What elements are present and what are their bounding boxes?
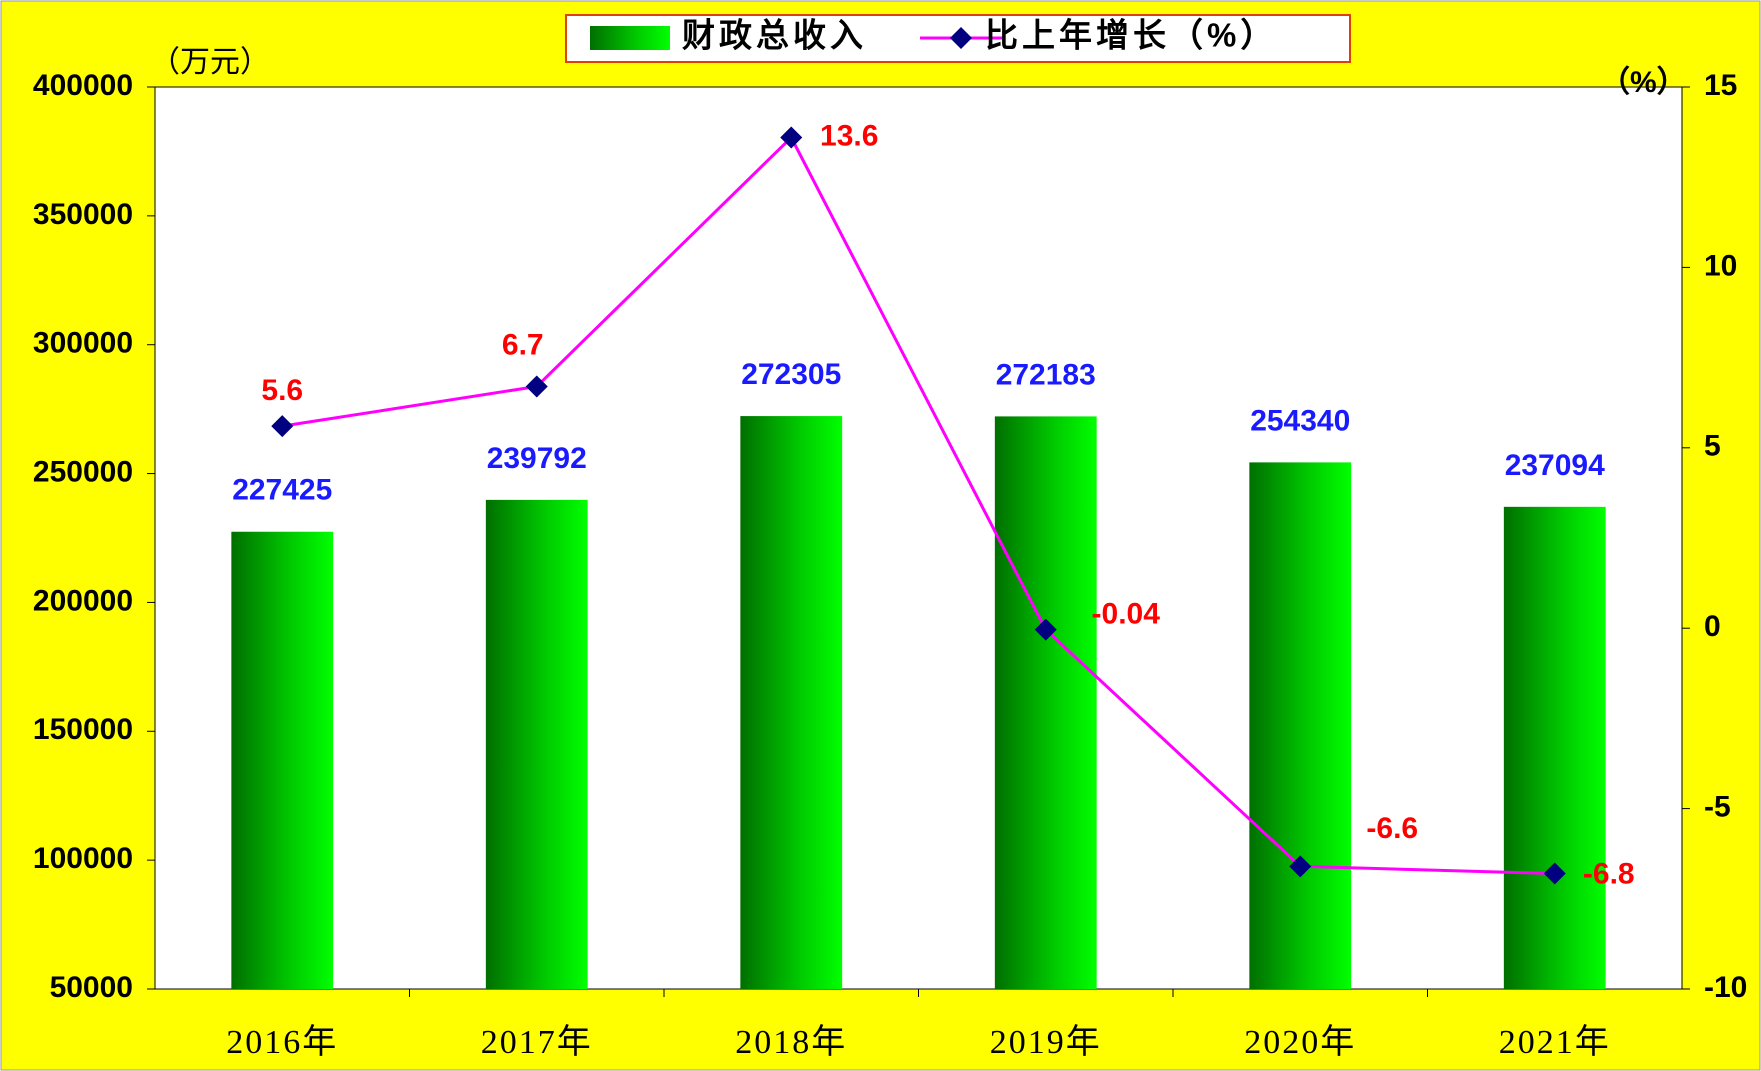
marker [1034,618,1057,641]
line-label: -6.6 [1366,812,1418,845]
marker [271,415,294,438]
bar-label: 237094 [1505,449,1605,482]
y-tick-label: 50000 [50,971,133,1004]
bar [994,416,1097,989]
bar-label: 227425 [232,474,332,507]
x-tick-label: 2021年 [1499,1023,1611,1061]
plot-area [154,86,1683,990]
y-tick-label: 100000 [33,842,133,875]
x-tick-label: 2020年 [1244,1023,1356,1061]
bar [485,499,588,989]
y2-tick-label: 10 [1704,249,1737,282]
x-tick-label: 2016年 [226,1023,338,1061]
bar [740,416,843,989]
legend-marker [950,27,972,49]
y2-tick-label: -5 [1704,791,1731,824]
y-tick-label: 350000 [33,198,133,231]
line-label: 5.6 [261,374,303,407]
bar [1249,462,1352,990]
marker [525,375,548,398]
bar-label: 254340 [1250,404,1350,437]
y-tick-label: 250000 [33,455,133,488]
marker [1289,855,1312,878]
line-label: -6.8 [1583,857,1635,890]
y-unit: （万元） [150,46,270,79]
bar [1503,506,1606,989]
y2-tick-label: 5 [1704,430,1721,463]
line [282,135,1555,876]
marker [1543,862,1566,885]
x-tick-label: 2019年 [990,1023,1102,1061]
legend-label: 财政总收入 [682,17,867,54]
y2-tick-label: -10 [1704,971,1747,1004]
bar-label: 239792 [487,442,587,475]
line-label: 6.7 [502,328,544,361]
y-tick-label: 150000 [33,713,133,746]
legend-swatch [590,26,670,50]
line-label: -0.04 [1092,598,1161,631]
y2-unit: （%） [1600,65,1687,99]
bar [231,531,334,989]
y-tick-label: 300000 [33,327,133,360]
marker [780,126,803,149]
legend-label: 比上年增长（%） [985,17,1277,54]
bar-label: 272305 [741,358,841,391]
y2-tick-label: 15 [1704,69,1737,102]
x-tick-label: 2018年 [735,1023,847,1061]
x-tick-label: 2017年 [481,1023,593,1061]
line-label: 13.6 [820,119,878,152]
y-tick-label: 200000 [33,584,133,617]
bar-label: 272183 [996,358,1096,391]
y2-tick-label: 0 [1704,610,1721,643]
y-tick-label: 400000 [33,69,133,102]
